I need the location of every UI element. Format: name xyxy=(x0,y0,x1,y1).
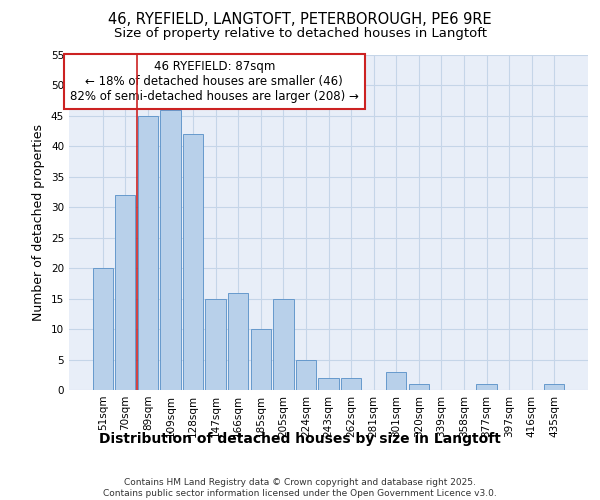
Bar xyxy=(386,372,406,390)
Bar xyxy=(115,195,136,390)
Text: Size of property relative to detached houses in Langtoft: Size of property relative to detached ho… xyxy=(113,28,487,40)
Bar xyxy=(273,298,293,390)
Bar xyxy=(319,378,338,390)
Y-axis label: Number of detached properties: Number of detached properties xyxy=(32,124,46,321)
Bar xyxy=(138,116,158,390)
Bar xyxy=(228,292,248,390)
Bar xyxy=(409,384,429,390)
Bar xyxy=(183,134,203,390)
Bar xyxy=(476,384,497,390)
Bar xyxy=(160,110,181,390)
Bar xyxy=(341,378,361,390)
Bar xyxy=(296,360,316,390)
Text: 46, RYEFIELD, LANGTOFT, PETERBOROUGH, PE6 9RE: 46, RYEFIELD, LANGTOFT, PETERBOROUGH, PE… xyxy=(108,12,492,28)
Text: Contains HM Land Registry data © Crown copyright and database right 2025.
Contai: Contains HM Land Registry data © Crown c… xyxy=(103,478,497,498)
Text: Distribution of detached houses by size in Langtoft: Distribution of detached houses by size … xyxy=(99,432,501,446)
Bar xyxy=(544,384,565,390)
Bar xyxy=(251,329,271,390)
Bar xyxy=(92,268,113,390)
Bar xyxy=(205,298,226,390)
Text: 46 RYEFIELD: 87sqm
← 18% of detached houses are smaller (46)
82% of semi-detache: 46 RYEFIELD: 87sqm ← 18% of detached hou… xyxy=(70,60,359,103)
